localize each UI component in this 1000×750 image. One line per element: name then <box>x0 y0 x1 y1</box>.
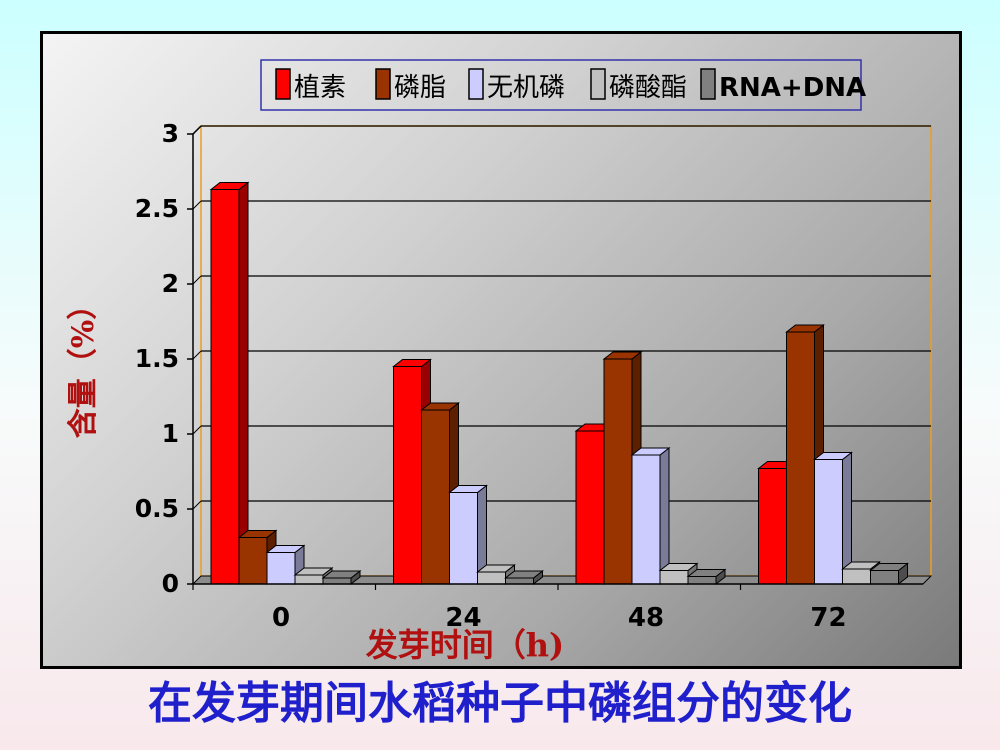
bar <box>448 484 488 586</box>
bar <box>686 568 727 586</box>
y-tick-label: 2 <box>162 269 179 298</box>
legend: 植素 磷脂 无机磷 磷酸酯 RNA+DNA <box>260 59 866 111</box>
bar-front <box>266 552 296 585</box>
bar <box>265 544 306 586</box>
legend-item: RNA+DNA <box>700 68 866 103</box>
bar-front <box>505 577 534 585</box>
axis-ticks: 0 0.5 1 1.5 2 2.5 3 0 24 48 72 <box>135 119 923 633</box>
y-tick-label: 0 <box>162 569 179 598</box>
bar-side <box>238 181 249 586</box>
legend-item: 磷酸酯 <box>590 68 687 103</box>
gridline-depth <box>192 275 202 285</box>
bar-front <box>421 409 450 585</box>
x-axis-title: 发芽时间（h) <box>366 626 564 664</box>
legend-swatch <box>700 68 716 100</box>
legend-label: RNA+DNA <box>719 73 866 103</box>
bar <box>869 562 909 586</box>
bar-front <box>842 568 871 585</box>
bar-front <box>659 570 689 585</box>
bar-front <box>393 366 422 585</box>
bar-front <box>603 358 633 585</box>
gridline-depth <box>192 200 202 210</box>
legend-swatch <box>590 68 606 100</box>
bar-front <box>294 574 324 585</box>
x-tick-label: 24 <box>445 603 481 633</box>
bar-front <box>477 571 506 585</box>
legend-label: 磷脂 <box>394 73 446 103</box>
bar-front <box>322 577 352 585</box>
bar-front <box>575 430 605 585</box>
bar-chart: 0 0.5 1 1.5 2 2.5 3 0 24 48 72 植素 磷脂 无机磷 磷酸酯 RNA+DNA 发… <box>66 59 933 664</box>
y-tick-label: 2.5 <box>135 194 179 223</box>
x-tick-label: 48 <box>628 603 664 633</box>
legend-item: 植素 <box>275 68 346 103</box>
gridline-depth <box>192 125 202 135</box>
y-axis-title: 含量（%） <box>66 290 101 439</box>
y-tick-label: 1 <box>162 419 179 448</box>
gridline-depth <box>192 350 202 360</box>
legend-label: 无机磷 <box>487 73 565 103</box>
y-tick-label: 1.5 <box>135 344 179 373</box>
bar <box>813 451 853 586</box>
bars <box>209 181 909 586</box>
chart-frame: 0 0.5 1 1.5 2 2.5 3 0 24 48 72 植素 磷脂 无机磷 磷酸酯 RNA+DNA 发… <box>40 31 962 669</box>
legend-swatch <box>468 68 484 100</box>
bar-side <box>659 446 670 586</box>
bar-front <box>631 454 661 585</box>
x-tick-label: 72 <box>810 603 846 633</box>
bar <box>209 181 250 586</box>
legend-swatch <box>375 68 391 100</box>
legend-item: 无机磷 <box>468 68 565 103</box>
bar-front <box>238 537 268 585</box>
bar-front <box>814 459 843 585</box>
legend-label: 植素 <box>294 73 346 103</box>
legend-item: 磷脂 <box>375 68 446 103</box>
y-tick-label: 0.5 <box>135 494 179 523</box>
gridline-depth <box>192 500 202 510</box>
bar-front <box>687 576 717 585</box>
bar-front <box>210 189 240 585</box>
slide-title: 在发芽期间水稻种子中磷组分的变化 <box>148 678 852 729</box>
bar <box>630 446 671 586</box>
y-tick-label: 3 <box>162 119 179 148</box>
bar <box>321 569 362 586</box>
legend-box <box>260 59 862 111</box>
bar-front <box>870 570 899 585</box>
bar-front <box>758 468 787 585</box>
bar-front <box>449 492 478 585</box>
legend-swatch <box>275 68 291 100</box>
legend-label: 磷酸酯 <box>609 73 687 103</box>
gridline-depth <box>192 425 202 435</box>
x-tick-label: 0 <box>272 603 290 633</box>
bar-front <box>786 331 815 585</box>
